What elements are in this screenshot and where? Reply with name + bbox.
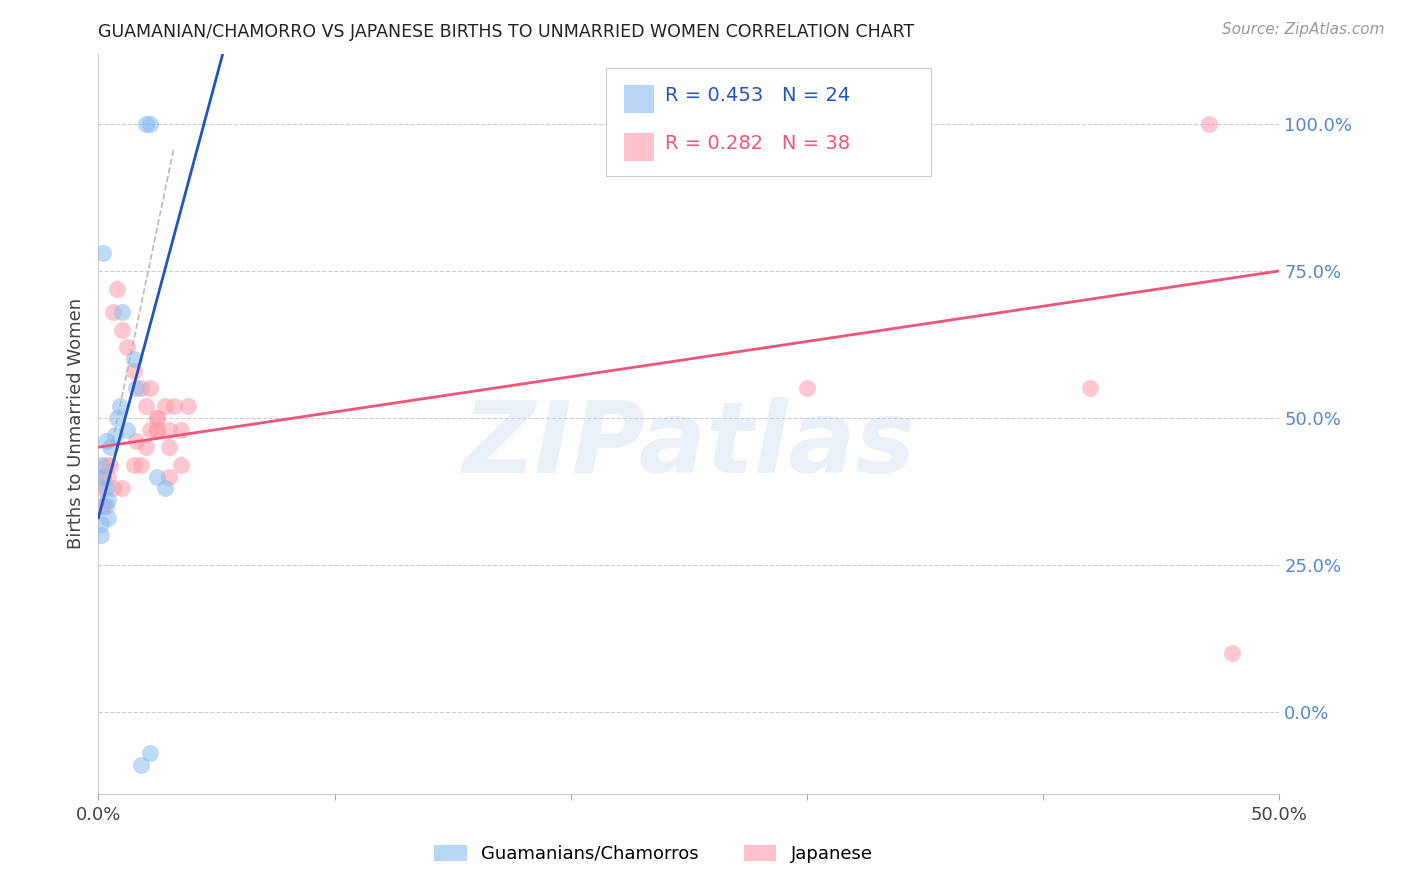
- Point: [146, 423, 169, 437]
- Point: [111, 305, 134, 319]
- Point: [146, 410, 169, 425]
- Legend: Guamanians/Chamorros, Japanese: Guamanians/Chamorros, Japanese: [427, 838, 880, 870]
- Point: [129, 757, 152, 772]
- Point: [105, 410, 128, 425]
- Point: [125, 434, 148, 449]
- Point: [122, 364, 145, 378]
- FancyBboxPatch shape: [606, 69, 931, 176]
- Point: [94, 434, 117, 449]
- Point: [139, 746, 162, 760]
- Point: [135, 440, 157, 454]
- Point: [97, 469, 120, 483]
- Point: [97, 510, 120, 524]
- Point: [146, 469, 169, 483]
- Point: [101, 305, 124, 319]
- Bar: [624, 85, 654, 112]
- Point: [157, 469, 180, 483]
- Point: [90, 499, 112, 513]
- Point: [139, 423, 162, 437]
- Point: [94, 499, 117, 513]
- Point: [129, 381, 152, 395]
- Point: [94, 458, 117, 472]
- Point: [157, 423, 180, 437]
- Point: [139, 381, 162, 395]
- Point: [90, 516, 112, 531]
- Point: [115, 340, 138, 354]
- Point: [101, 481, 124, 495]
- Point: [146, 423, 169, 437]
- Point: [122, 458, 145, 472]
- Point: [153, 481, 176, 495]
- Text: R = 0.282   N = 38: R = 0.282 N = 38: [665, 135, 851, 153]
- Point: [177, 399, 200, 413]
- Point: [1220, 646, 1243, 660]
- Point: [170, 458, 193, 472]
- Point: [91, 469, 114, 483]
- Point: [90, 458, 112, 472]
- Point: [91, 499, 114, 513]
- Point: [1198, 117, 1220, 131]
- Point: [90, 481, 112, 495]
- Text: Source: ZipAtlas.com: Source: ZipAtlas.com: [1222, 22, 1385, 37]
- Point: [97, 493, 120, 508]
- Point: [111, 323, 134, 337]
- Point: [125, 381, 148, 395]
- Text: ZIPatlas: ZIPatlas: [463, 398, 915, 494]
- Point: [90, 528, 112, 542]
- Text: GUAMANIAN/CHAMORRO VS JAPANESE BIRTHS TO UNMARRIED WOMEN CORRELATION CHART: GUAMANIAN/CHAMORRO VS JAPANESE BIRTHS TO…: [98, 23, 915, 41]
- Point: [115, 423, 138, 437]
- Point: [139, 117, 162, 131]
- Point: [129, 458, 152, 472]
- Y-axis label: Births to Unmarried Women: Births to Unmarried Women: [66, 298, 84, 549]
- Point: [157, 440, 180, 454]
- Point: [98, 458, 121, 472]
- Point: [91, 246, 114, 260]
- Point: [146, 410, 169, 425]
- Point: [104, 428, 127, 442]
- Point: [94, 481, 117, 495]
- Point: [135, 399, 157, 413]
- Text: R = 0.453   N = 24: R = 0.453 N = 24: [665, 87, 851, 105]
- Point: [111, 481, 134, 495]
- Point: [98, 440, 121, 454]
- Point: [91, 469, 114, 483]
- Point: [135, 117, 157, 131]
- Point: [153, 399, 176, 413]
- Bar: [624, 133, 654, 161]
- Point: [170, 423, 193, 437]
- Point: [796, 381, 818, 395]
- Point: [105, 281, 128, 295]
- Point: [163, 399, 186, 413]
- Point: [108, 399, 131, 413]
- Point: [122, 352, 145, 367]
- Point: [1080, 381, 1102, 395]
